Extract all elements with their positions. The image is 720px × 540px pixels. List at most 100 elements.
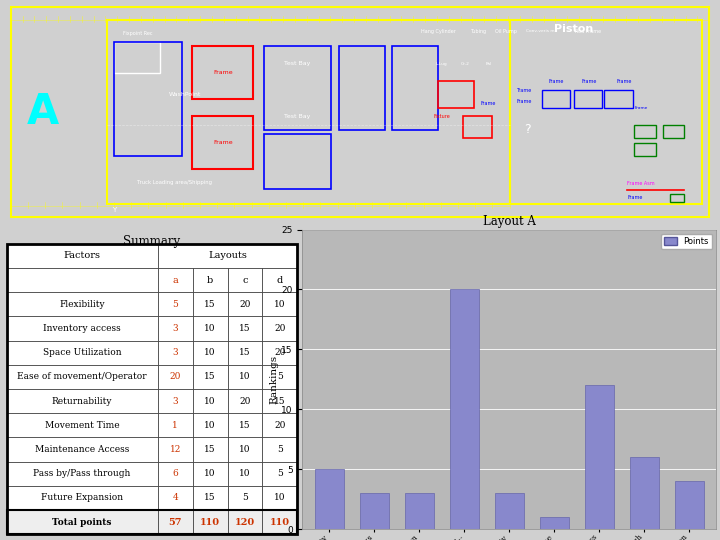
Bar	[192, 46, 253, 99]
Bar	[158, 316, 193, 341]
Bar	[605, 90, 633, 107]
Bar	[585, 386, 614, 529]
Text: 3: 3	[172, 397, 178, 406]
Text: Inventory access: Inventory access	[43, 324, 121, 333]
Legend: Points: Points	[661, 234, 712, 249]
Bar	[228, 413, 262, 437]
Text: 57: 57	[168, 518, 182, 526]
Bar	[262, 292, 297, 316]
Bar	[464, 117, 492, 138]
Bar	[158, 486, 193, 510]
Bar	[262, 365, 297, 389]
Text: A: A	[27, 91, 59, 133]
Text: Returnability: Returnability	[52, 397, 112, 406]
Bar	[541, 90, 570, 107]
Text: Summary: Summary	[122, 234, 180, 247]
Text: 20: 20	[274, 421, 286, 430]
Text: Test Bay: Test Bay	[284, 114, 310, 119]
Bar	[262, 462, 297, 486]
Bar	[228, 268, 262, 292]
Text: Test Bay: Test Bay	[284, 62, 310, 66]
Bar	[228, 389, 262, 413]
Text: 10: 10	[239, 373, 251, 381]
Bar	[262, 389, 297, 413]
Bar	[158, 413, 193, 437]
Text: 110: 110	[270, 518, 290, 526]
Text: 5: 5	[172, 300, 178, 309]
Bar	[6, 316, 158, 341]
Bar	[405, 493, 434, 529]
Bar	[6, 268, 158, 292]
Text: Y: Y	[112, 207, 116, 213]
Text: Oil Pump: Oil Pump	[495, 29, 517, 33]
Text: 4: 4	[172, 494, 178, 502]
Text: 3: 3	[172, 324, 178, 333]
Bar	[193, 510, 228, 534]
Bar	[107, 20, 510, 204]
Text: Conv-veris mo: Conv-veris mo	[526, 29, 557, 33]
Text: 15: 15	[204, 373, 216, 381]
Text: L-Lug: L-Lug	[436, 62, 448, 66]
Text: Frame: Frame	[516, 99, 531, 104]
Text: Frame Asm: Frame Asm	[627, 180, 655, 186]
Text: Ease of movement/Operator: Ease of movement/Operator	[17, 373, 147, 381]
Bar	[193, 316, 228, 341]
Bar	[6, 244, 158, 268]
Bar	[158, 510, 193, 534]
Bar	[193, 486, 228, 510]
Text: Maintenance Access: Maintenance Access	[35, 445, 130, 454]
Text: d: d	[276, 275, 283, 285]
Text: Pal: Pal	[485, 62, 492, 66]
Text: 15: 15	[239, 324, 251, 333]
Bar	[510, 20, 702, 204]
Text: 5: 5	[277, 469, 283, 478]
Text: Pass by/Pass through: Pass by/Pass through	[33, 469, 131, 478]
Text: 15: 15	[204, 300, 216, 309]
Bar	[264, 134, 331, 188]
Text: Rod Frame: Rod Frame	[575, 29, 601, 33]
Bar	[450, 289, 479, 529]
Bar	[228, 462, 262, 486]
Bar	[193, 389, 228, 413]
Text: Total points: Total points	[53, 518, 112, 526]
Text: b: b	[207, 275, 213, 285]
Bar	[262, 486, 297, 510]
Text: 10: 10	[239, 445, 251, 454]
Bar	[634, 143, 656, 156]
Bar	[574, 90, 603, 107]
Bar	[158, 462, 193, 486]
Text: 15: 15	[239, 421, 251, 430]
Text: 5: 5	[277, 373, 283, 381]
Bar	[228, 292, 262, 316]
Text: Hang Cylinder: Hang Cylinder	[421, 29, 456, 33]
Text: Fixture: Fixture	[433, 114, 450, 119]
Bar	[158, 341, 193, 365]
Bar	[228, 510, 262, 534]
Text: Flexibility: Flexibility	[59, 300, 105, 309]
Text: Layouts: Layouts	[208, 252, 247, 260]
Text: Fixpoint Rec: Fixpoint Rec	[123, 31, 153, 36]
Bar	[6, 292, 158, 316]
Bar	[158, 292, 193, 316]
Text: Factors: Factors	[63, 252, 101, 260]
Bar	[6, 462, 158, 486]
Bar	[675, 481, 704, 529]
Text: Piston: Piston	[554, 24, 593, 34]
Bar	[114, 42, 181, 156]
Text: Frame: Frame	[213, 70, 233, 75]
Text: Future Expansion: Future Expansion	[41, 494, 123, 502]
Text: 110: 110	[200, 518, 220, 526]
Bar	[193, 365, 228, 389]
Text: 10: 10	[239, 469, 251, 478]
Bar	[6, 365, 158, 389]
Bar	[158, 268, 193, 292]
Y-axis label: Rankings: Rankings	[269, 355, 279, 404]
Text: 5: 5	[277, 445, 283, 454]
Text: 10: 10	[204, 469, 216, 478]
Bar	[193, 268, 228, 292]
Text: Frame: Frame	[616, 79, 631, 84]
Text: Trame: Trame	[516, 87, 531, 93]
Bar	[262, 510, 297, 534]
Bar	[114, 42, 161, 73]
Bar	[228, 316, 262, 341]
